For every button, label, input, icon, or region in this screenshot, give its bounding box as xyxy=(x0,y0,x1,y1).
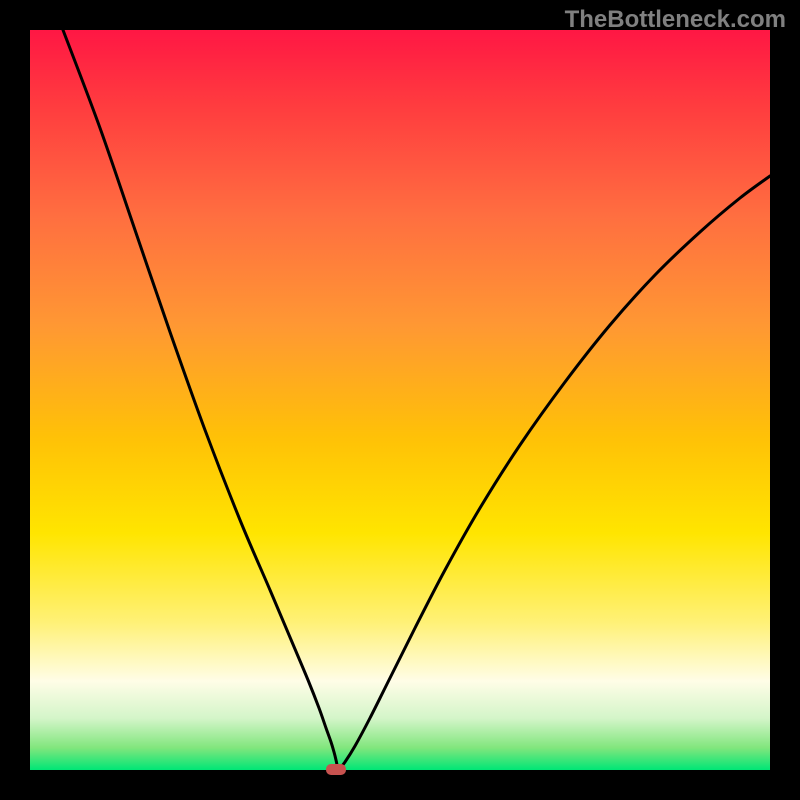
optimal-point-marker xyxy=(326,764,346,775)
chart-container: TheBottleneck.com xyxy=(0,0,800,800)
watermark-text: TheBottleneck.com xyxy=(565,6,786,34)
bottleneck-curve-svg xyxy=(30,30,770,770)
bottleneck-curve-path xyxy=(63,30,770,769)
